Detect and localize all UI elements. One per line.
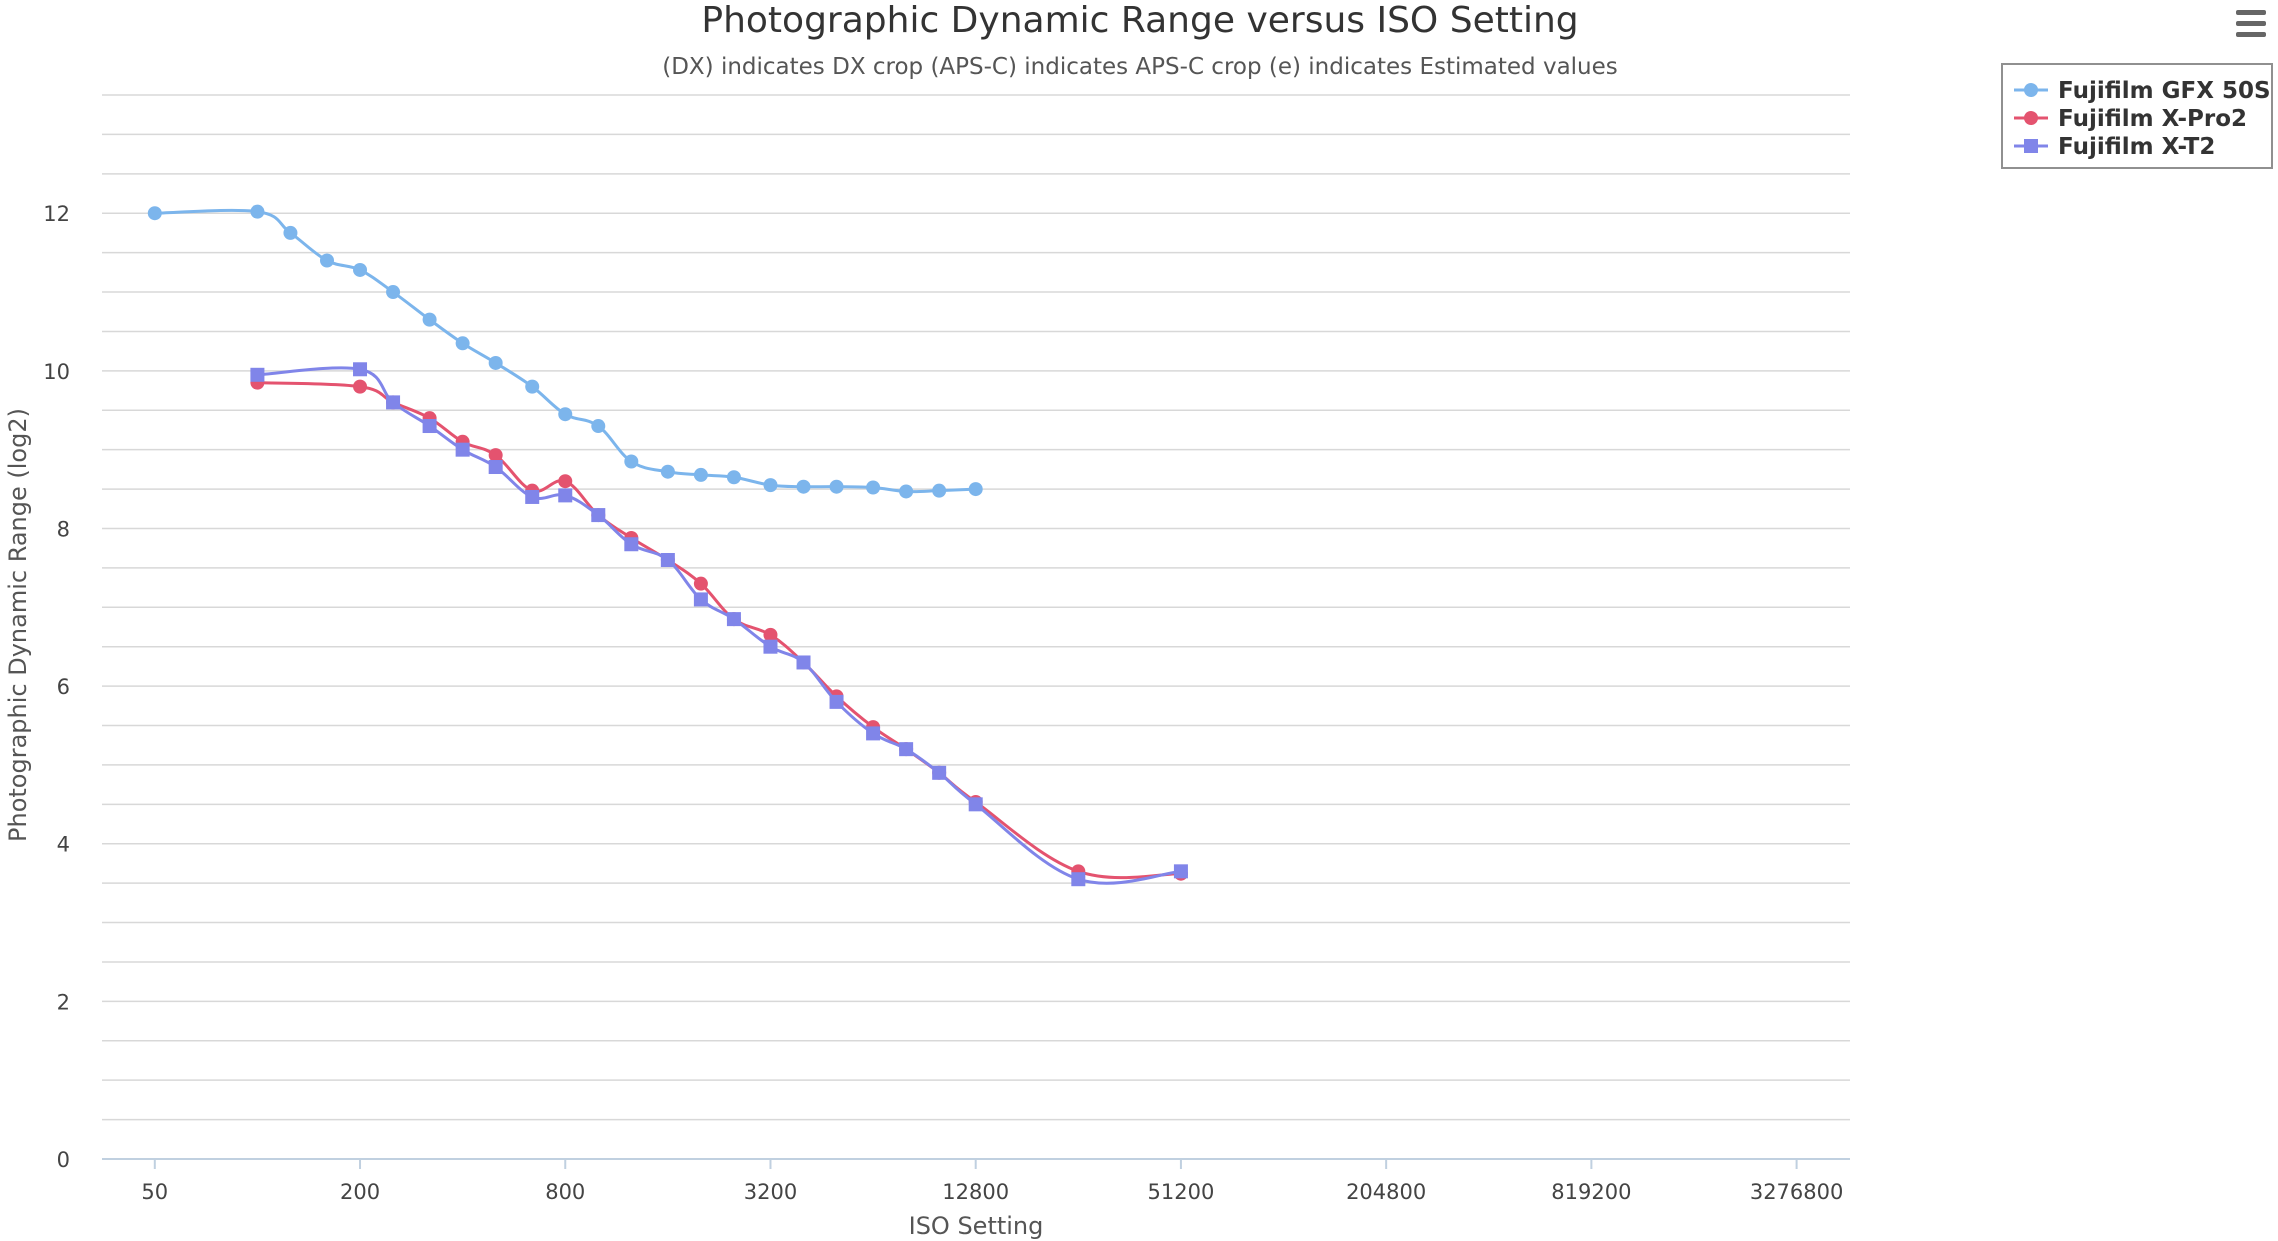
chart-subtitle: (DX) indicates DX crop (APS-C) indicates… <box>662 54 1618 80</box>
data-point[interactable] <box>624 537 639 552</box>
data-point[interactable] <box>932 483 947 498</box>
x-tick-label: 819200 <box>1551 1180 1631 1204</box>
data-point[interactable] <box>866 480 881 495</box>
series-1 <box>147 204 983 499</box>
axes: 0 2 4 6 8 10 12 50 200 800 3200 12800 51200 204800 819… <box>43 202 1850 1204</box>
data-point[interactable] <box>386 395 401 410</box>
data-point[interactable] <box>488 448 503 463</box>
data-point[interactable] <box>525 489 540 504</box>
legend-label: Fujifilm X-T2 <box>2058 134 2215 160</box>
data-point[interactable] <box>558 407 573 422</box>
y-tick-label: 10 <box>43 360 70 384</box>
chart-title: Photographic Dynamic Range versus ISO Se… <box>701 0 1578 41</box>
data-point[interactable] <box>525 379 540 394</box>
data-point[interactable] <box>1071 872 1086 887</box>
data-point[interactable] <box>796 655 811 670</box>
series-line <box>257 366 1182 885</box>
x-tick-label: 50 <box>141 1180 168 1204</box>
data-point[interactable] <box>591 419 606 434</box>
y-tick-label: 4 <box>57 833 70 857</box>
x-tick-label: 200 <box>340 1180 380 1204</box>
data-point[interactable] <box>147 206 162 221</box>
data-point[interactable] <box>319 253 334 268</box>
legend-item[interactable]: Fujifilm X-Pro2 <box>2014 106 2247 132</box>
data-point[interactable] <box>763 639 778 654</box>
legend-label: Fujifilm GFX 50S <box>2058 78 2271 104</box>
y-tick-label: 0 <box>57 1148 70 1172</box>
data-point[interactable] <box>660 464 675 479</box>
data-point[interactable] <box>353 262 368 277</box>
data-point[interactable] <box>829 694 844 709</box>
data-point[interactable] <box>624 454 639 469</box>
data-point[interactable] <box>829 479 844 494</box>
data-point[interactable] <box>250 204 265 219</box>
data-point[interactable] <box>693 592 708 607</box>
data-point[interactable] <box>726 470 741 485</box>
data-point[interactable] <box>726 612 741 627</box>
x-tick-label: 12800 <box>942 1180 1009 1204</box>
data-point[interactable] <box>455 442 470 457</box>
legend-marker <box>2024 139 2038 153</box>
x-tick-label: 800 <box>545 1180 585 1204</box>
data-point[interactable] <box>353 379 368 394</box>
data-point[interactable] <box>250 367 265 382</box>
data-point[interactable] <box>763 478 778 493</box>
series-layer <box>147 204 1188 887</box>
data-point[interactable] <box>796 479 811 494</box>
y-tick-label: 8 <box>57 517 70 541</box>
data-point[interactable] <box>763 627 778 642</box>
data-point[interactable] <box>968 797 983 812</box>
x-tick-label: 3276800 <box>1750 1180 1844 1204</box>
y-tick-label: 2 <box>57 990 70 1014</box>
gridlines <box>102 94 1850 1160</box>
data-point[interactable] <box>558 474 573 489</box>
series-3 <box>250 362 1188 887</box>
data-point[interactable] <box>455 336 470 351</box>
legend-marker <box>2024 111 2038 125</box>
legend-item[interactable]: Fujifilm X-T2 <box>2014 134 2215 160</box>
data-point[interactable] <box>899 484 914 499</box>
series-line <box>257 381 1181 880</box>
data-point[interactable] <box>422 419 437 434</box>
x-tick-label: 3200 <box>744 1180 797 1204</box>
data-point[interactable] <box>932 765 947 780</box>
data-point[interactable] <box>558 488 573 503</box>
x-tick-label: 51200 <box>1148 1180 1215 1204</box>
data-point[interactable] <box>660 553 675 568</box>
data-point[interactable] <box>866 726 881 741</box>
legend-label: Fujifilm X-Pro2 <box>2058 106 2247 132</box>
data-point[interactable] <box>386 285 401 300</box>
data-point[interactable] <box>693 467 708 482</box>
data-point[interactable] <box>422 312 437 327</box>
data-point[interactable] <box>591 508 606 523</box>
data-point[interactable] <box>899 742 914 757</box>
data-point[interactable] <box>968 482 983 497</box>
menu-icon[interactable] <box>2236 10 2266 37</box>
data-point[interactable] <box>488 355 503 370</box>
x-axis-title: ISO Setting <box>909 1212 1044 1240</box>
data-point[interactable] <box>488 460 503 475</box>
data-point[interactable] <box>693 576 708 591</box>
x-tick-label: 204800 <box>1346 1180 1426 1204</box>
data-point[interactable] <box>353 362 368 377</box>
legend-box <box>2001 63 2273 169</box>
y-tick-label: 6 <box>57 675 70 699</box>
legend-item[interactable]: Fujifilm GFX 50S <box>2014 78 2271 104</box>
y-tick-label: 12 <box>43 202 70 226</box>
data-point[interactable] <box>283 225 298 240</box>
data-point[interactable] <box>1173 864 1188 879</box>
legend-marker <box>2024 83 2038 97</box>
y-axis-title: Photographic Dynamic Range (log2) <box>4 408 32 842</box>
